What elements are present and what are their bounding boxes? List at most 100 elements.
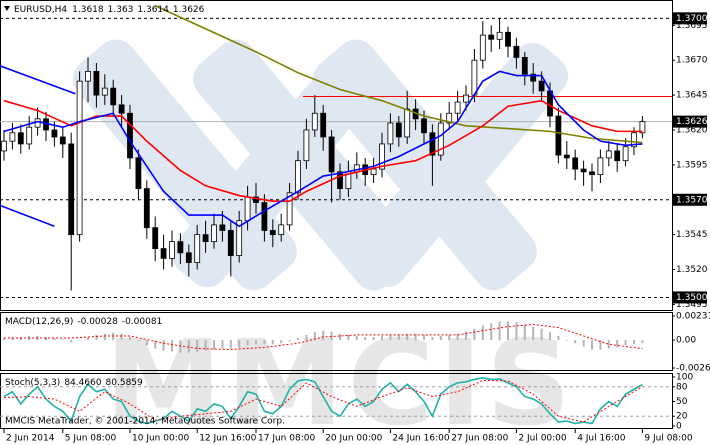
macd-bar bbox=[103, 333, 106, 341]
candle-body bbox=[286, 192, 293, 226]
macd-bar bbox=[616, 340, 619, 348]
macd-bar bbox=[599, 340, 602, 350]
macd-bar bbox=[355, 335, 358, 341]
macd-bar bbox=[456, 333, 459, 341]
macd-bar bbox=[70, 340, 73, 343]
candle-body bbox=[211, 224, 217, 243]
macd-bar bbox=[263, 340, 266, 345]
candle-body bbox=[68, 143, 75, 236]
candle-body bbox=[34, 118, 41, 128]
x-tick-label: 5 Jun 08:00 bbox=[65, 434, 117, 444]
y-tick-label: 0 bbox=[676, 422, 682, 432]
candle-body bbox=[118, 104, 125, 114]
macd-bar bbox=[297, 338, 299, 341]
y-tick-label: 80 bbox=[676, 382, 688, 392]
macd-bar bbox=[313, 331, 316, 341]
candle-body bbox=[387, 122, 394, 145]
candle-body bbox=[463, 94, 469, 103]
macd-bar bbox=[364, 336, 367, 341]
x-tick-label: 17 Jun 08:00 bbox=[258, 434, 315, 444]
macd-bar bbox=[229, 340, 232, 349]
x-tick-label: 24 Jun 16:00 bbox=[392, 434, 449, 444]
y-tick-label: 1.3520 bbox=[676, 265, 708, 275]
title-icon bbox=[4, 6, 10, 11]
macd-bar bbox=[179, 340, 182, 353]
candle-body bbox=[521, 57, 528, 75]
macd-bar bbox=[431, 336, 434, 341]
macd-bar bbox=[389, 334, 392, 341]
macd-title: MACD(12,26,9) -0.00028 -0.00081 bbox=[5, 317, 162, 327]
candle-body bbox=[227, 230, 234, 256]
candle-body bbox=[253, 196, 259, 203]
candle-body bbox=[488, 34, 495, 40]
candle-body bbox=[278, 224, 285, 236]
stoch-line bbox=[3, 377, 643, 425]
y-tick-label: -0.00267 bbox=[676, 364, 710, 374]
macd-bar bbox=[339, 333, 341, 341]
candle-body bbox=[202, 234, 209, 243]
macd-bar bbox=[3, 338, 5, 341]
macd-signal-value: -0.00081 bbox=[122, 317, 162, 327]
candle-body bbox=[311, 112, 318, 131]
y-tick-label: 1.3595 bbox=[676, 160, 708, 170]
high-value: 1.363 bbox=[108, 5, 134, 15]
macd-bar bbox=[322, 330, 325, 341]
candle-body bbox=[605, 150, 612, 159]
y-tick-label: 1.3620 bbox=[676, 125, 708, 135]
macd-bar bbox=[372, 336, 375, 341]
stoch-main-value: 84.4660 bbox=[64, 378, 101, 388]
candle-body bbox=[513, 45, 520, 58]
macd-bar bbox=[507, 321, 509, 341]
macd-bar bbox=[280, 340, 283, 344]
macd-bar bbox=[330, 331, 333, 341]
macd-bar bbox=[171, 340, 173, 352]
candle-body bbox=[85, 70, 91, 82]
candle-body bbox=[370, 168, 377, 176]
macd-bar bbox=[78, 340, 81, 341]
y-tick-label: 0.00 bbox=[676, 336, 696, 346]
candle-body bbox=[404, 108, 411, 138]
chart-title: EURUSD,H4 1.3618 1.363 1.3614 1.3626 bbox=[14, 5, 205, 15]
y-tick-label: 0.00231 bbox=[676, 312, 710, 322]
macd-bar bbox=[288, 340, 291, 342]
candle-body bbox=[51, 129, 58, 138]
level-label-box bbox=[673, 291, 707, 304]
y-tick-label: 1.3695 bbox=[676, 21, 708, 31]
y-tick-label: 1.3670 bbox=[676, 56, 708, 66]
candle-body bbox=[127, 112, 133, 159]
candle-body bbox=[261, 202, 268, 231]
candle-body bbox=[580, 168, 587, 173]
candle-body bbox=[135, 157, 142, 189]
y-tick-label: 1.3495 bbox=[676, 300, 708, 310]
symbol: EURUSD,H4 bbox=[14, 5, 67, 15]
candle-body bbox=[93, 70, 100, 96]
candle-body bbox=[177, 241, 184, 254]
macd-bar bbox=[574, 340, 577, 344]
macd-bar bbox=[255, 340, 257, 345]
macd-bar bbox=[406, 333, 409, 341]
candle-body bbox=[479, 34, 486, 61]
bid-label-box bbox=[673, 115, 707, 128]
macd-bar bbox=[271, 340, 274, 345]
y-tick-label: 1.3545 bbox=[676, 230, 708, 240]
candle-body bbox=[454, 101, 461, 114]
x-tick-label: 9 Jul 08:00 bbox=[644, 434, 693, 444]
macd-bar bbox=[129, 336, 131, 341]
candle-body bbox=[295, 160, 301, 194]
macd-bar bbox=[523, 324, 526, 341]
candle-body bbox=[244, 196, 251, 222]
moving-average bbox=[154, 5, 643, 144]
candle-body bbox=[421, 118, 427, 134]
x-tick-label: 20 Jun 00:00 bbox=[325, 434, 382, 444]
macd-main-value: -0.00028 bbox=[77, 317, 118, 327]
candle-body bbox=[538, 80, 545, 92]
macd-bar bbox=[381, 335, 383, 341]
level-label: 1.3700 bbox=[676, 14, 708, 24]
macd-bar bbox=[53, 338, 56, 341]
candle-body bbox=[496, 31, 503, 40]
candle-body bbox=[572, 157, 579, 170]
macd-bar bbox=[187, 340, 190, 353]
macd-bar bbox=[162, 340, 165, 351]
candle-body bbox=[236, 220, 243, 256]
level-label: 1.3500 bbox=[676, 293, 708, 303]
